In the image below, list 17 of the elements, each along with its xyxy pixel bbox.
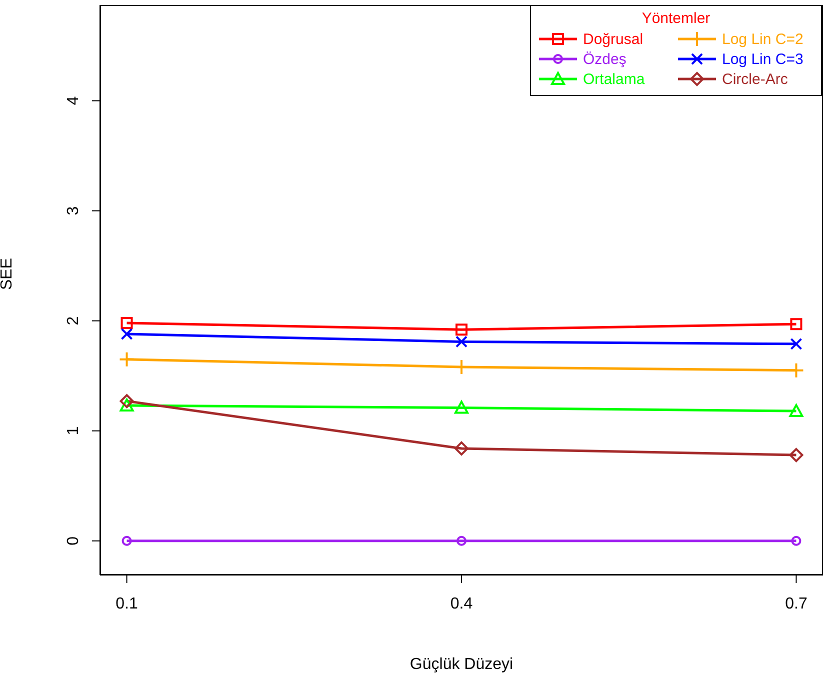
x-tick-label: 0.7 — [785, 595, 808, 612]
x-axis-title: Güçlük Düzeyi — [410, 656, 514, 673]
y-axis-title: SEE — [0, 258, 16, 290]
legend-label: Doğrusal — [583, 30, 644, 48]
legend-label: Log Lin C=3 — [722, 50, 804, 68]
legend-label: Ortalama — [583, 70, 645, 88]
legend-label: Circle-Arc — [722, 70, 788, 88]
y-tick-label: 1 — [65, 426, 82, 436]
y-tick-label: 4 — [65, 96, 82, 106]
legend-title: Yöntemler — [640, 10, 712, 27]
x-tick-label: 0.4 — [450, 595, 473, 612]
y-tick-label: 2 — [65, 316, 82, 326]
legend-label: Özdeş — [583, 50, 626, 68]
x-tick-label: 0.1 — [116, 595, 138, 612]
legend-label: Log Lin C=2 — [722, 30, 804, 48]
y-tick-label: 0 — [65, 536, 82, 546]
y-tick-label: 3 — [65, 206, 82, 216]
